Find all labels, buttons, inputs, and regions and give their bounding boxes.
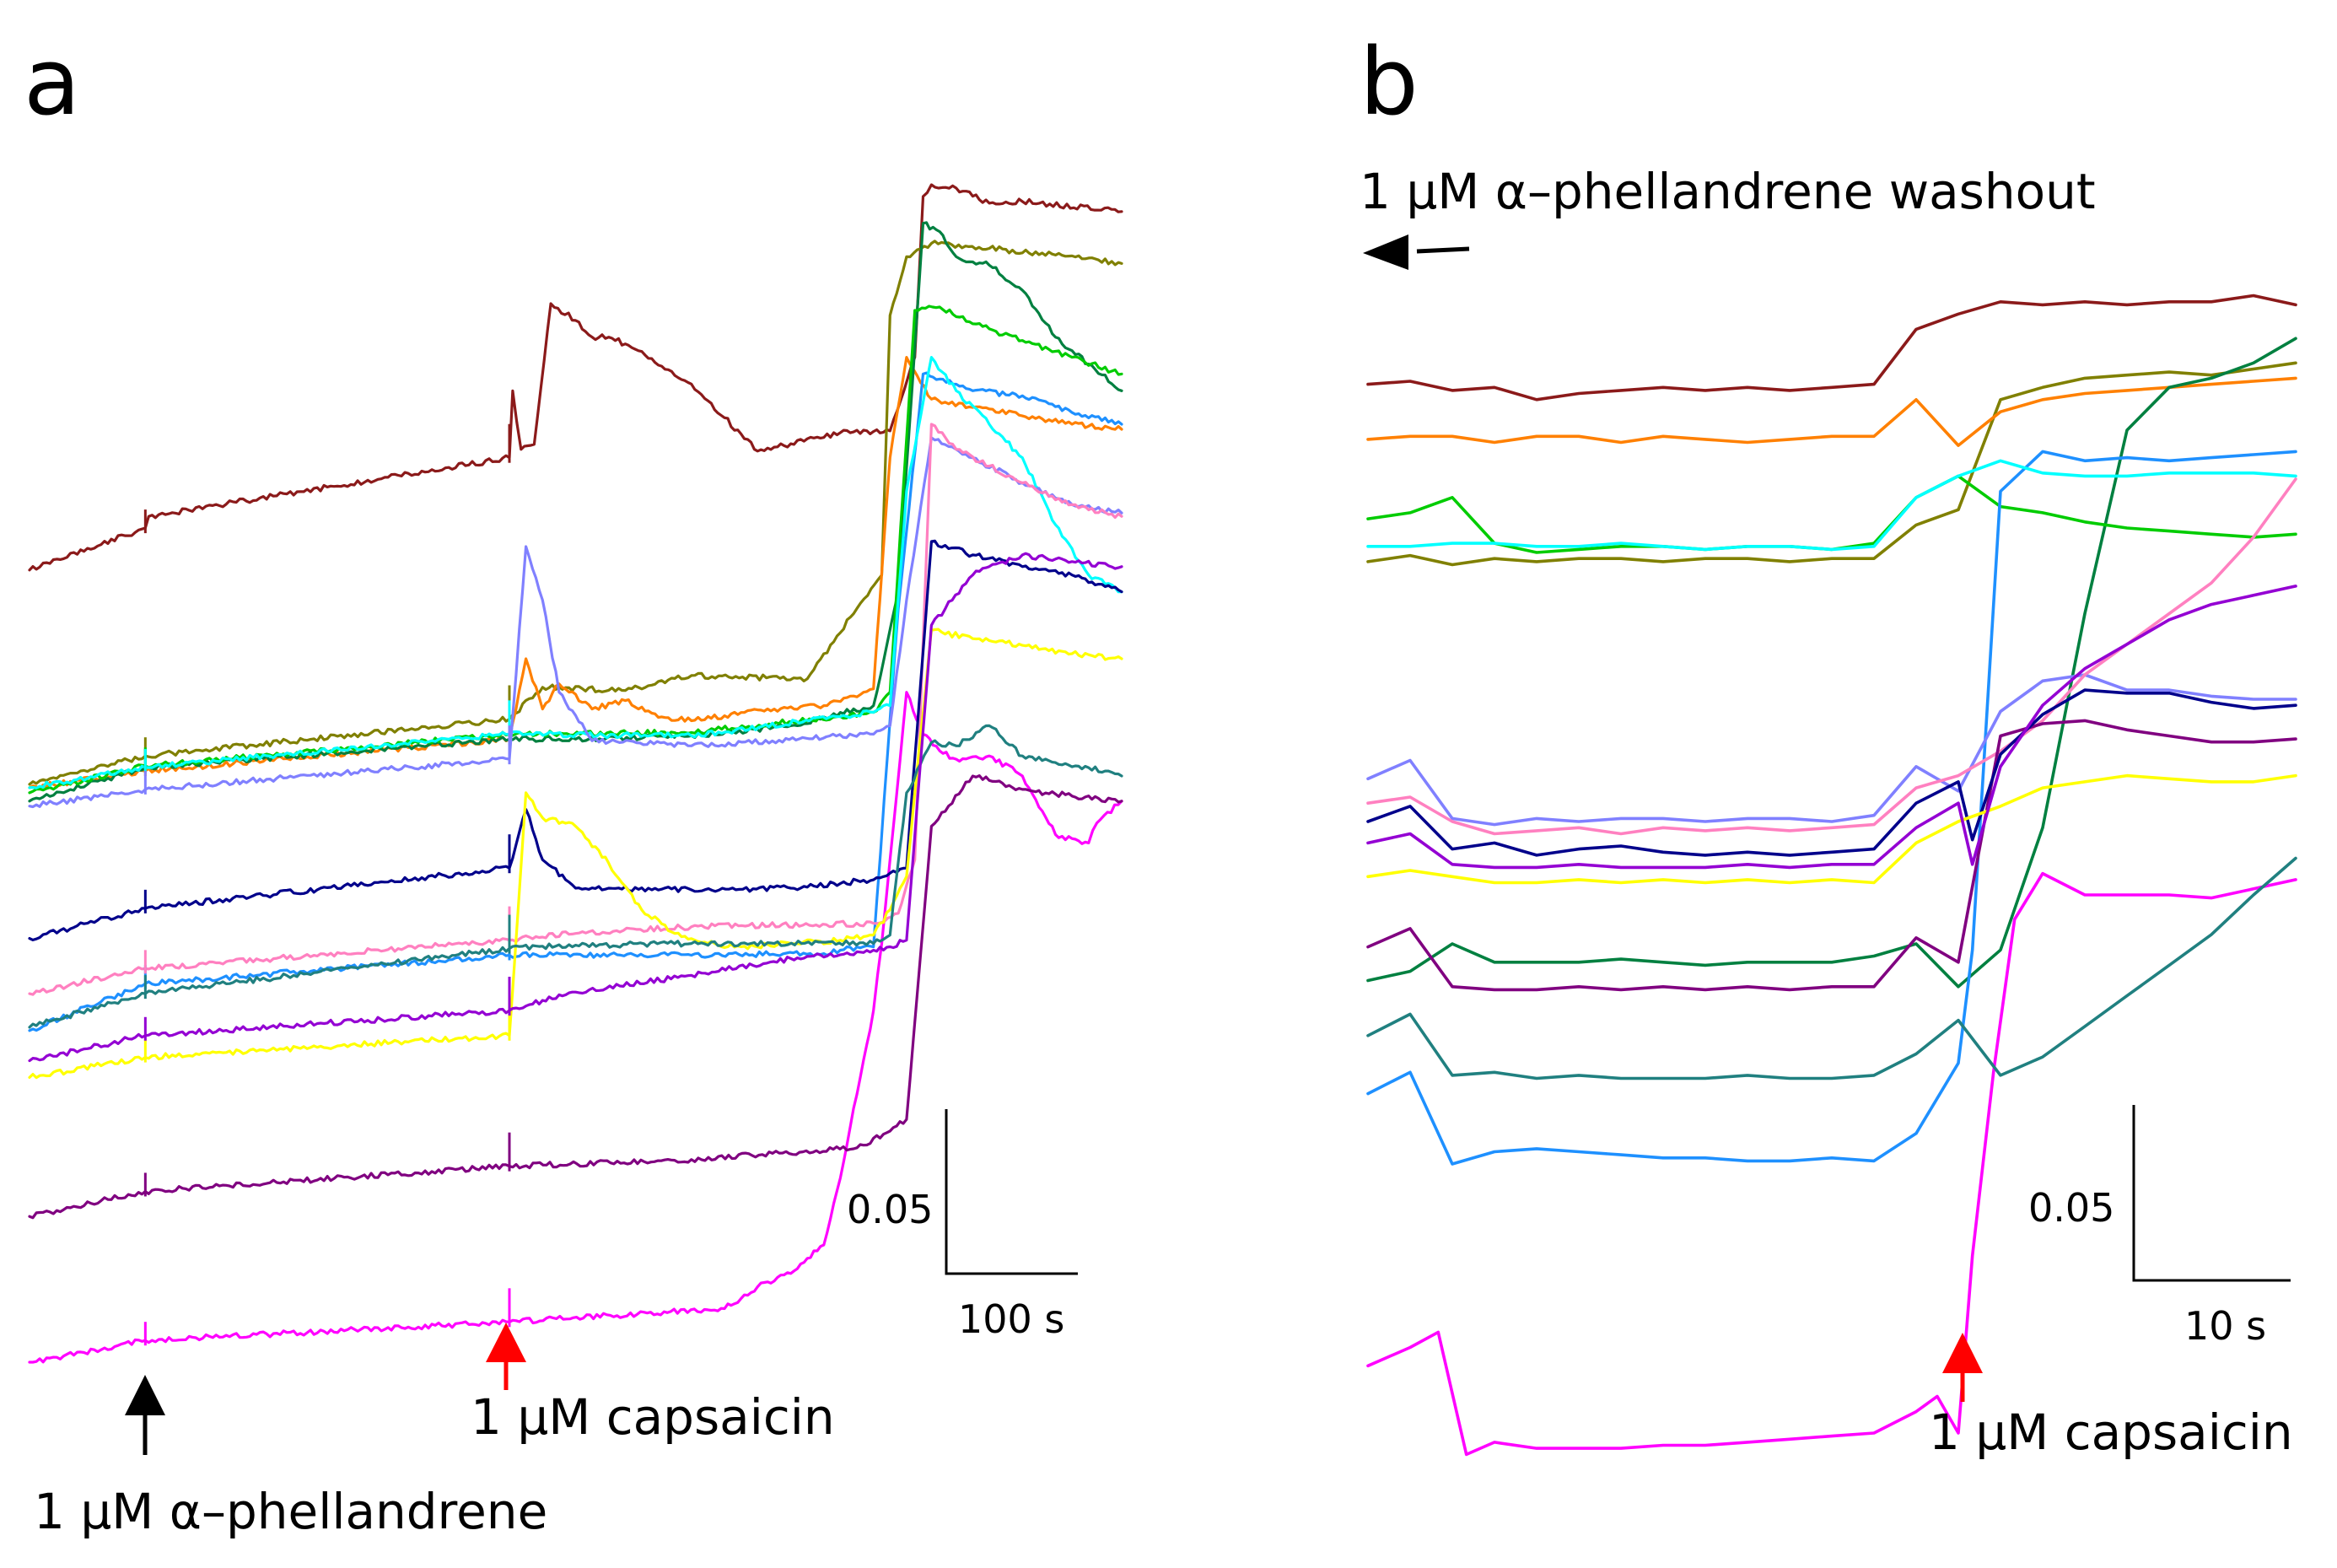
panel-b-washout-label: 1 μM α–phellandrene washout — [1360, 163, 2096, 220]
panel-b-scale-bar — [2132, 1105, 2291, 1282]
panel-label-b: b — [1360, 28, 1419, 136]
panel-a-trace-cell-2 — [28, 240, 1123, 786]
panel-b-trace-cell-9 — [1366, 673, 2297, 827]
panel-a-trace-cell-15 — [28, 552, 1123, 1063]
panel-a-trace-cell-8 — [28, 691, 1123, 1364]
panel-b-trace-cell-8 — [1366, 871, 2297, 1457]
panel-b-trace-cell-15 — [1366, 585, 2297, 870]
panel-a-scale-x-label: 100 s — [958, 1296, 1064, 1342]
panel-b-washout-arrow — [1363, 234, 1470, 270]
panel-a-capsaicin-label: 1 μM capsaicin — [471, 1388, 835, 1446]
panel-a-scale-y-label: 0.05 — [847, 1187, 933, 1232]
panel-b-scale-x-label: 10 s — [2184, 1303, 2266, 1349]
panel-b-trace-cell-3 — [1366, 376, 2297, 447]
panel-a-trace-cell-11 — [28, 774, 1123, 1220]
panel-a-trace-cell-14 — [28, 724, 1123, 1029]
panel-a-trace-cell-10 — [28, 423, 1123, 996]
panel-a-trace-cell-3 — [28, 356, 1123, 790]
panel-label-a: a — [24, 28, 80, 136]
panel-a-scale-bar — [945, 1109, 1078, 1275]
panel-a-phellandrene-label: 1 μM α–phellandrene — [34, 1483, 547, 1540]
panel-b-trace-cell-4 — [1366, 337, 2297, 989]
panel-b-trace-cell-1 — [1366, 294, 2297, 401]
panel-a-trace-cell-13 — [28, 628, 1123, 1080]
panel-b-trace-cell-6 — [1366, 450, 2297, 1166]
panel-b-trace-cell-14 — [1366, 856, 2297, 1080]
panel-b-trace-cell-2 — [1366, 361, 2297, 567]
panel-b-scale-y-label: 0.05 — [2028, 1185, 2114, 1231]
panel-a-trace-cell-6 — [28, 371, 1123, 1032]
panel-b-trace-cell-11 — [1366, 719, 2297, 992]
panel-a-trace-cell-9 — [28, 436, 1123, 809]
panel-a-trace-cell-1 — [28, 183, 1123, 572]
panel-a-trace-cell-12 — [28, 539, 1123, 941]
panel-a-capsaicin-arrow — [486, 1323, 526, 1390]
panel-a-trace-cell-7 — [28, 356, 1123, 789]
panel-b-trace-cell-10 — [1366, 477, 2297, 836]
panel-b-plot — [1366, 294, 2297, 1457]
panel-b-trace-cell-13 — [1366, 773, 2297, 885]
panel-a-plot — [28, 183, 1123, 1364]
panel-b-trace-cell-5 — [1366, 474, 2297, 554]
panel-b-capsaicin-arrow — [1942, 1333, 1983, 1402]
panel-b-trace-cell-12 — [1366, 688, 2297, 857]
panel-a-phellandrene-arrow — [125, 1375, 165, 1455]
panel-a-trace-cell-5 — [28, 304, 1123, 795]
panel-b-trace-cell-7 — [1366, 459, 2297, 552]
panel-b-capsaicin-label: 1 μM capsaicin — [1929, 1404, 2293, 1461]
